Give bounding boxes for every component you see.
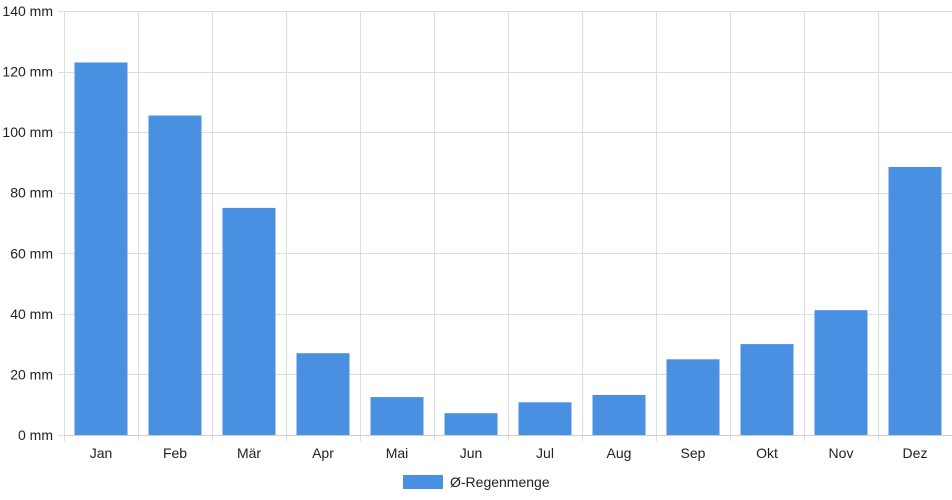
bar-apr[interactable] (296, 353, 350, 435)
bar-jul[interactable] (518, 402, 572, 435)
x-tick-label-mär: Mär (237, 445, 261, 461)
x-tick-label-jun: Jun (460, 445, 483, 461)
bar-sep[interactable] (666, 359, 720, 435)
bar-nov[interactable] (814, 310, 868, 435)
legend-label: Ø-Regenmenge (450, 474, 550, 490)
bar-aug[interactable] (592, 395, 646, 435)
bars (74, 62, 942, 436)
bar-jun[interactable] (444, 413, 498, 435)
x-tick-label-mai: Mai (386, 445, 409, 461)
x-tick-label-dez: Dez (903, 445, 928, 461)
x-tick-label-jul: Jul (536, 445, 554, 461)
legend-swatch (403, 475, 443, 489)
x-tick-label-sep: Sep (681, 445, 706, 461)
y-tick-label: 80 mm (10, 185, 53, 201)
y-tick-label: 100 mm (2, 124, 53, 140)
bar-dez[interactable] (888, 167, 942, 435)
x-tick-label-okt: Okt (756, 445, 778, 461)
x-tick-label-nov: Nov (829, 445, 854, 461)
x-tick-label-jan: Jan (90, 445, 113, 461)
y-axis-tick-labels: 0 mm 20 mm 40 mm 60 mm 80 mm 100 mm 120 mm 140 … (2, 3, 53, 443)
y-tick-label: 60 mm (10, 245, 53, 261)
x-axis-tick-labels: Jan Feb Mär Apr Mai Jun Jul Aug Sep Okt Nov Dez (90, 445, 928, 461)
x-tick-label-apr: Apr (312, 445, 334, 461)
bar-mär[interactable] (222, 207, 276, 435)
legend[interactable]: Ø-Regenmenge (403, 474, 550, 490)
y-tick-label: 0 mm (18, 427, 53, 443)
bar-mai[interactable] (370, 397, 424, 435)
bar-jan[interactable] (74, 62, 128, 436)
y-tick-label: 20 mm (10, 366, 53, 382)
bar-feb[interactable] (148, 115, 202, 436)
x-tick-label-feb: Feb (163, 445, 187, 461)
y-tick-label: 140 mm (2, 3, 53, 19)
y-tick-label: 120 mm (2, 64, 53, 80)
x-tick-label-aug: Aug (607, 445, 632, 461)
gridlines (58, 11, 952, 441)
bar-okt[interactable] (740, 344, 794, 435)
y-tick-label: 40 mm (10, 306, 53, 322)
